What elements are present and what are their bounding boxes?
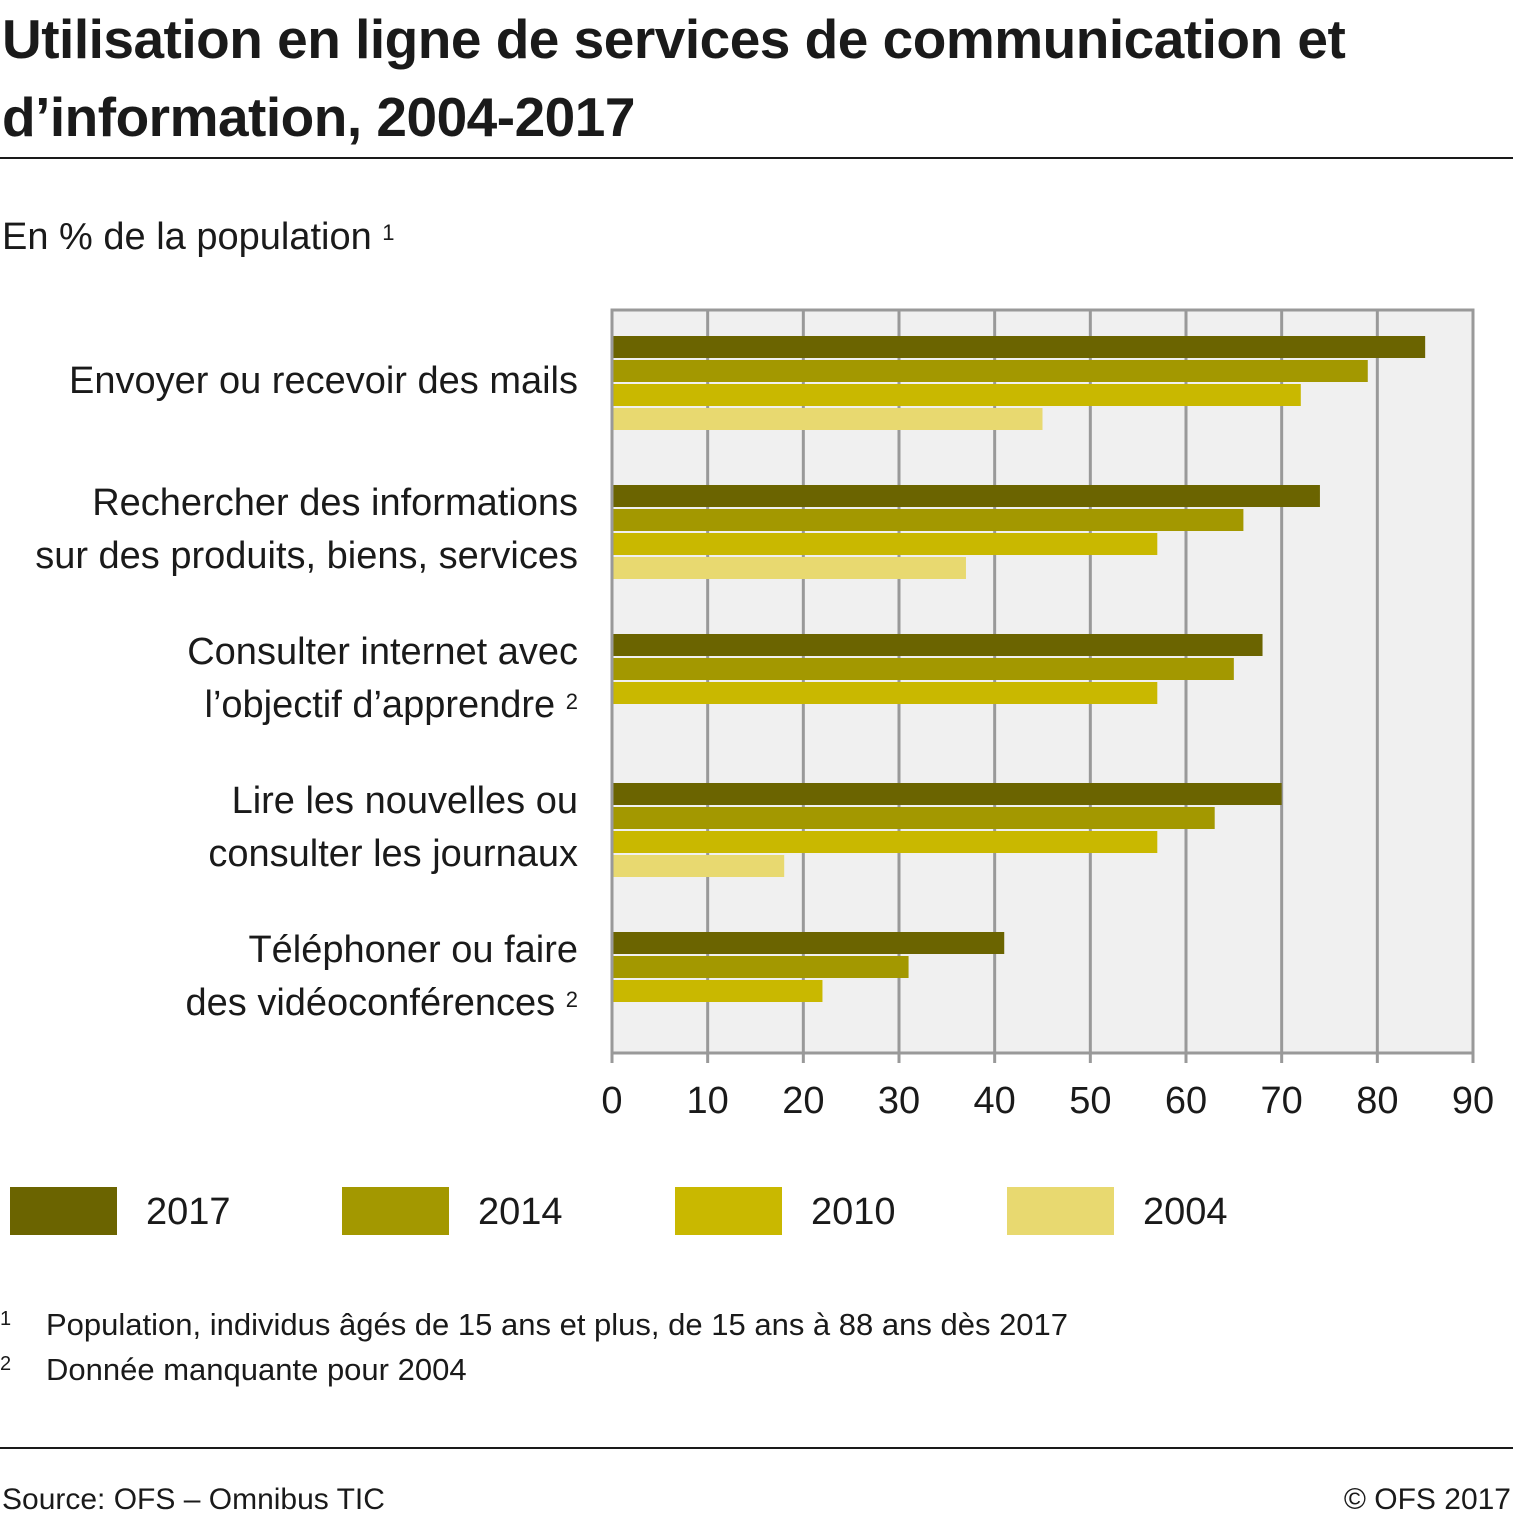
legend-label: 2010 [811,1191,896,1233]
category-label-line: consulter les journaux [0,828,578,881]
bar-2010-cat-5 [612,980,823,1002]
bar-2014-cat-5 [612,956,909,978]
category-label-3: Consulter internet avec l’objectif d’appr… [0,626,578,732]
x-tick-label: 40 [974,1080,1016,1122]
bar-2010-cat-1 [612,384,1301,406]
bar-2010-cat-3 [612,682,1158,704]
category-label-text: Envoyer ou recevoir des mails [69,359,578,402]
plot-area [610,308,1475,1055]
category-label-text: Rechercher des informations [92,482,578,524]
legend-swatch [1007,1187,1114,1235]
category-label-line: sur des produits, biens, services [0,530,578,583]
category-label-2: Rechercher des informations sur des produ… [0,477,578,583]
category-label-4: Lire les nouvelles ou consulter les journ… [0,775,578,881]
bar-chart: 0 10 20 30 40 50 60 70 80 90 [601,308,1494,1122]
bar-2017-cat-4 [612,783,1282,805]
bar-2004-cat-1 [612,408,1043,430]
category-label-text: sur des produits, biens, services [35,535,578,577]
category-label-line: des vidéoconférences 2 [0,977,579,1030]
title-rule [0,157,1513,159]
footnote-1-number: 1 [0,1308,12,1330]
x-tick-label: 30 [878,1080,920,1122]
bar-2010-cat-4 [612,831,1158,853]
x-tick-label: 20 [782,1080,824,1122]
category-footnote-mark: 2 [565,689,578,714]
category-label-text: Lire les nouvelles ou [231,780,578,822]
bar-2017-cat-2 [612,485,1320,507]
bar-2004-cat-2 [612,557,966,579]
bar-2014-cat-1 [612,360,1368,382]
category-label-text: Téléphoner ou faire [248,929,578,971]
bar-2010-cat-2 [612,533,1158,555]
bar-2014-cat-4 [612,807,1215,829]
footer-rule [0,1447,1513,1449]
x-tick-label: 10 [687,1080,729,1122]
category-label-5: Téléphoner ou faire des vidéoconférences … [0,924,579,1030]
subtitle-text: En % de la population [2,216,372,258]
x-tick-label: 70 [1261,1080,1303,1122]
legend-swatch [342,1187,449,1235]
legend-label: 2014 [478,1191,563,1233]
category-label-1: Envoyer ou recevoir des mails [0,355,578,408]
category-label-line: Consulter internet avec [0,626,578,679]
category-label-line: Envoyer ou recevoir des mails [0,355,578,408]
legend-swatch [10,1187,117,1235]
chart-title: Utilisation en ligne de services de comm… [2,8,1346,148]
category-label-text: des vidéoconférences [185,982,556,1024]
bar-2017-cat-5 [612,932,1005,954]
category-label-text: consulter les journaux [208,833,578,875]
legend-label: 2017 [146,1191,231,1233]
bar-2014-cat-3 [612,658,1234,680]
category-footnote-mark: 2 [565,987,578,1012]
footnote-2-text: Donnée manquante pour 2004 [46,1352,467,1387]
source-text: Source: OFS – Omnibus TIC [2,1483,385,1516]
bar-2017-cat-1 [612,336,1426,358]
category-label-line: Téléphoner ou faire [0,924,578,977]
category-label-line: Rechercher des informations [0,477,578,530]
footnote-2-number: 2 [0,1353,12,1375]
copyright-text: © OFS 2017 [1343,1483,1511,1516]
legend-label: 2004 [1143,1191,1228,1233]
x-tick-label: 80 [1356,1080,1398,1122]
x-tick-label: 60 [1165,1080,1207,1122]
chart-subtitle: En % de la population 1 [2,214,395,260]
footnote-1-text: Population, individus âgés de 15 ans et … [46,1307,1069,1342]
subtitle-footnote-mark: 1 [382,220,395,245]
category-label-text: l’objectif d’apprendre [204,684,556,726]
legend: 2017 2014 2010 2004 [0,1187,1513,1237]
bar-2014-cat-2 [612,509,1244,531]
x-tick-label: 90 [1452,1080,1494,1122]
category-label-line: Lire les nouvelles ou [0,775,578,828]
bar-2017-cat-3 [612,634,1263,656]
bar-2004-cat-4 [612,855,785,877]
category-label-text: Consulter internet avec [187,631,578,673]
x-tick-label: 50 [1069,1080,1111,1122]
x-tick-label: 0 [601,1080,622,1122]
category-label-line: l’objectif d’apprendre 2 [0,679,578,732]
legend-swatch [675,1187,782,1235]
